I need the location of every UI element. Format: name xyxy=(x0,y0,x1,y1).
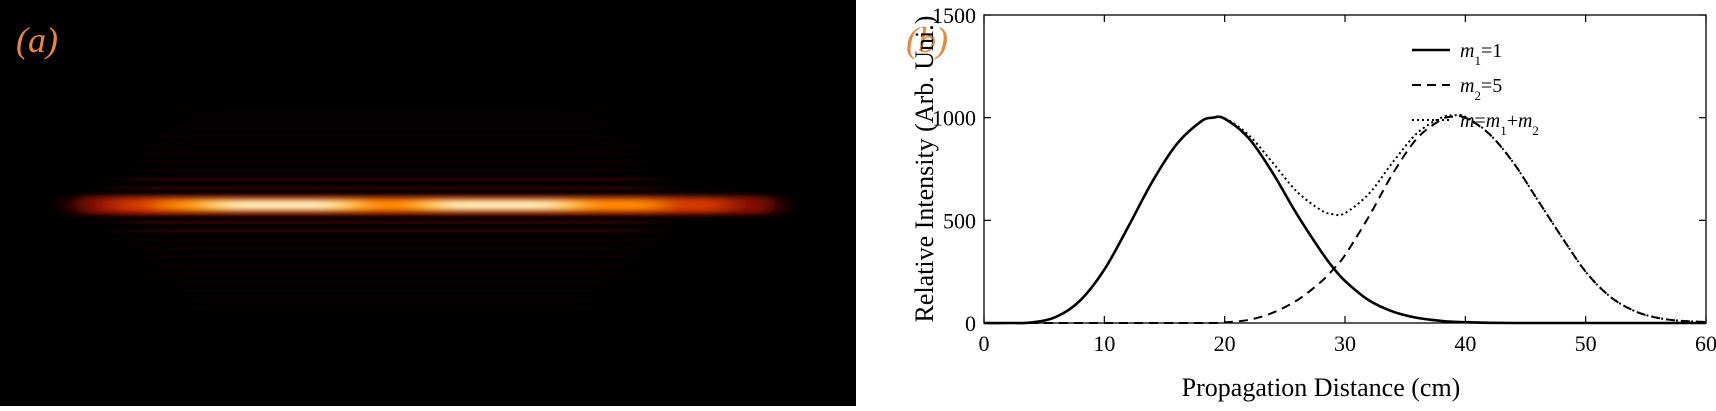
side-fringe xyxy=(146,152,634,155)
x-tick-label: 40 xyxy=(1454,331,1476,356)
y-tick-label: 1000 xyxy=(932,106,976,131)
series-line-3 xyxy=(983,113,1707,325)
x-tick-label: 60 xyxy=(1695,331,1716,356)
side-fringe xyxy=(170,117,610,121)
legend-entry: m1=1 xyxy=(1460,40,1502,68)
panel-b-label: (b) xyxy=(906,20,948,60)
plot-frame xyxy=(983,14,1707,324)
beam-peak xyxy=(445,202,555,208)
side-fringe xyxy=(134,238,646,241)
beam-intensity-svg: (a) xyxy=(0,0,856,406)
side-fringe xyxy=(182,100,598,103)
side-fringe xyxy=(182,307,598,310)
side-fringe xyxy=(140,160,640,164)
side-fringe xyxy=(164,126,616,129)
side-fringe xyxy=(128,229,652,232)
side-fringe xyxy=(194,324,586,327)
side-fringe xyxy=(164,281,616,284)
y-tick-label: 0 xyxy=(965,311,976,336)
series-lines xyxy=(983,113,1707,325)
legend-entry: m2=5 xyxy=(1460,75,1502,103)
side-fringe xyxy=(188,92,592,95)
x-tick-label: 10 xyxy=(1093,331,1115,356)
side-fringe xyxy=(188,315,592,318)
side-fringe xyxy=(134,169,646,172)
y-axis-label: Relative Intensity (Arb. Uni.) xyxy=(910,16,939,323)
side-fringe xyxy=(176,298,604,301)
axis-ticks: 0 10 20 30 40 50 60 0 500 1000 1500 xyxy=(932,3,1716,356)
legend-entry: m=m1+m2 xyxy=(1460,110,1539,138)
side-fringe xyxy=(170,289,610,293)
side-fringe xyxy=(140,246,640,250)
beam-peak xyxy=(225,202,335,208)
legend: m1=1 m2=5 m=m1+m2 xyxy=(1412,40,1539,138)
side-fringe xyxy=(128,178,652,181)
panel-a-label: (a) xyxy=(16,20,58,60)
side-fringe xyxy=(122,186,658,189)
side-fringe xyxy=(122,221,658,224)
side-fringe xyxy=(176,109,604,112)
y-tick-label: 1500 xyxy=(932,3,976,28)
beam-core xyxy=(75,196,775,214)
side-fringe xyxy=(158,135,622,138)
side-fringe xyxy=(194,83,586,86)
side-fringe xyxy=(152,264,628,267)
intensity-chart-svg: 0 10 20 30 40 50 60 0 500 1000 1500 (b) Propagatio… xyxy=(906,3,1716,402)
series-line-2 xyxy=(984,114,1707,325)
series-line-1 xyxy=(983,115,1706,325)
x-tick-label: 50 xyxy=(1575,331,1597,356)
side-fringe xyxy=(158,272,622,275)
x-tick-label: 20 xyxy=(1214,331,1236,356)
y-tick-label: 500 xyxy=(943,208,976,233)
beam-intensity-image: (a) xyxy=(0,0,856,406)
side-fringe xyxy=(152,143,628,146)
x-tick-label: 0 xyxy=(979,331,990,356)
x-tick-label: 30 xyxy=(1334,331,1356,356)
side-fringe xyxy=(146,255,634,258)
intensity-chart: 0 10 20 30 40 50 60 0 500 1000 1500 (b) Propagatio… xyxy=(856,0,1716,406)
x-axis-label: Propagation Distance (cm) xyxy=(1182,373,1461,402)
